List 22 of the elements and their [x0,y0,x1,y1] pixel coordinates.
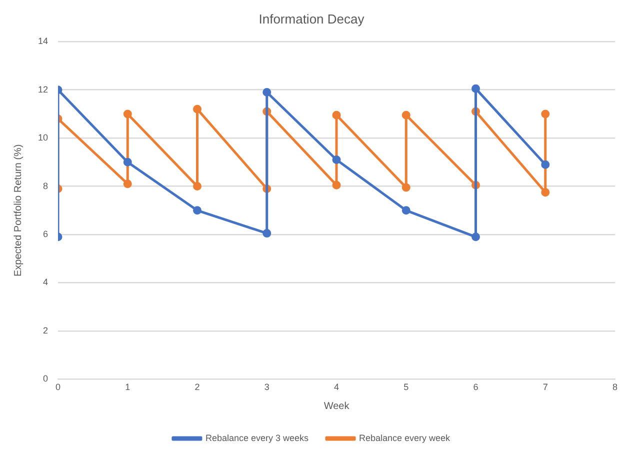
x-tick-label: 8 [612,382,618,392]
x-tick-label: 6 [473,382,478,392]
legend-label: Rebalance every 3 weeks [205,432,310,443]
y-tick-label: 2 [42,325,48,336]
x-axis-title: Week [324,400,350,412]
x-tick-label: 5 [404,382,409,392]
y-tick-label: 8 [42,180,48,191]
y-tick-label: 12 [38,84,48,94]
legend-label: Rebalance every week [359,432,451,443]
y-tick-label: 10 [38,132,48,143]
x-tick-label: 4 [334,382,340,392]
x-tick-label: 3 [264,382,270,392]
x-tick-label: 2 [194,382,200,392]
y-tick-label: 4 [42,277,48,288]
y-tick-label: 0 [42,374,48,384]
y-tick-label: 6 [42,229,48,239]
x-tick-label: 7 [542,382,548,392]
y-axis-title: Expected Portfolio Return (%) [12,144,24,277]
chart-title: Information Decay [258,11,365,26]
y-tick-label: 14 [38,36,48,46]
x-tick-label: 1 [125,382,130,392]
x-tick-label: 0 [56,382,61,392]
